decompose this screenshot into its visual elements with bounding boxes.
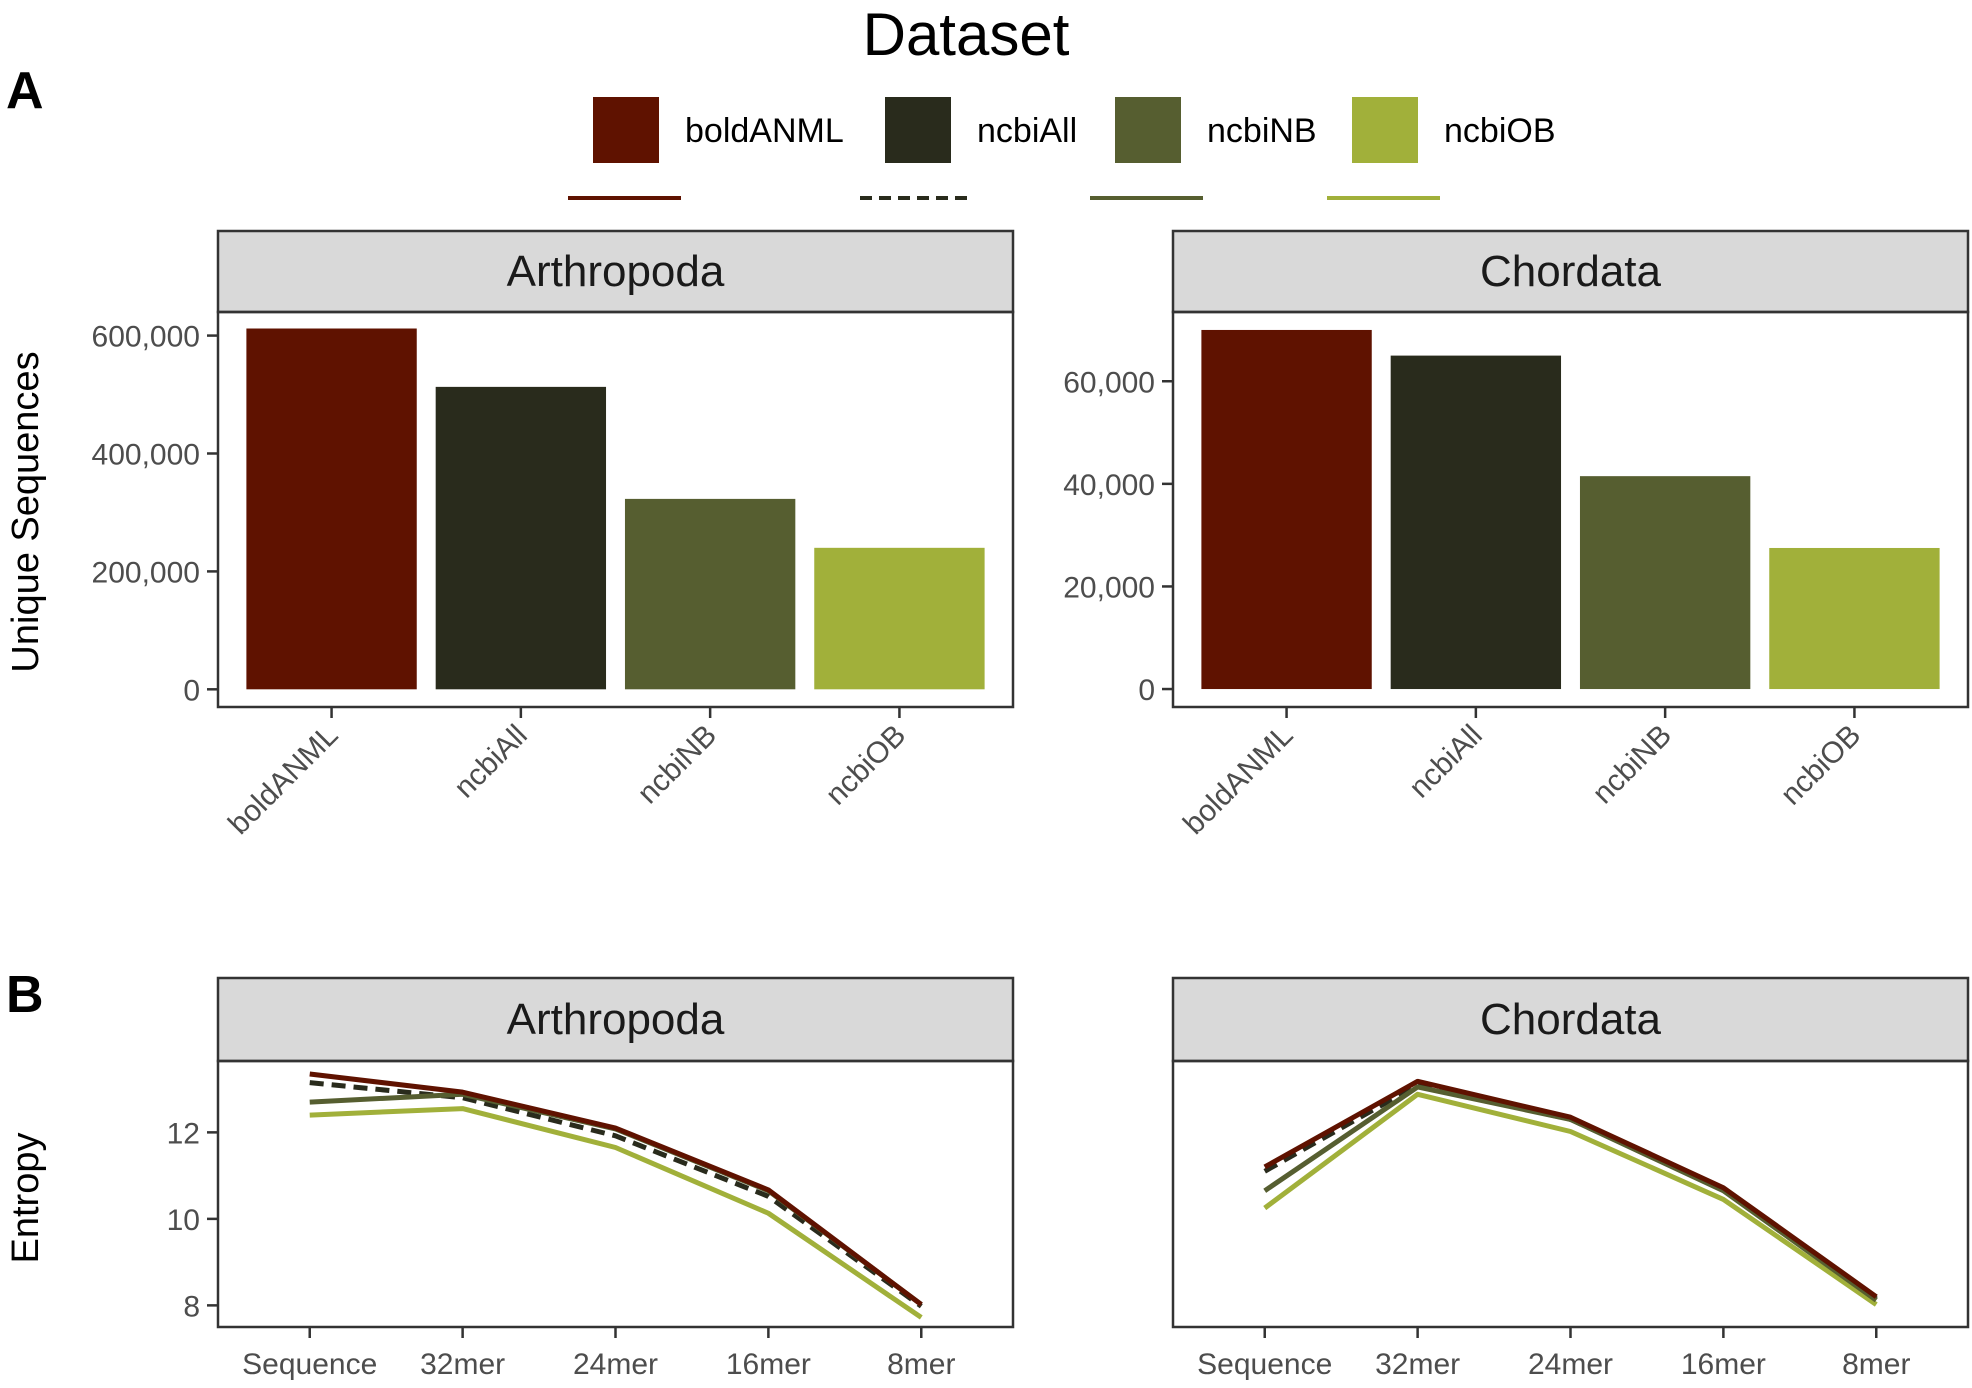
panel-border (216, 310, 1015, 709)
line-facet-chordata: Chordata Sequence 32mer 24mer 16mer 8mer (1171, 976, 1970, 1381)
series-line-ncbiOB (309, 1106, 923, 1320)
x-tick-label: 32mer (1375, 1348, 1460, 1381)
y-tick-label: 8 (183, 1290, 200, 1323)
strip-background (1171, 229, 1970, 314)
series-line-ncbiAll (309, 1080, 923, 1309)
x-tick-label: 16mer (726, 1348, 811, 1381)
bar-ncbiAll (435, 386, 607, 690)
x-tick-label: ncbiAll (1403, 719, 1489, 805)
x-tick-label: 24mer (1528, 1348, 1613, 1381)
strip-background (216, 229, 1015, 314)
legend-swatch (1115, 97, 1181, 163)
bar-boldANML (246, 328, 417, 690)
legend-label: ncbiAll (977, 112, 1077, 150)
y-tick-label: 12 (167, 1117, 200, 1150)
x-tick-label: 24mer (573, 1348, 658, 1381)
y-tick-label: 0 (183, 674, 200, 707)
legend: Dataset boldANML ncbiAll ncbiNB ncbiOB (568, 1, 1556, 200)
strip-label: Arthropoda (507, 247, 725, 296)
x-tick-label: 16mer (1681, 1348, 1766, 1381)
x-tick-label: 8mer (1842, 1348, 1910, 1381)
panel-border (1171, 310, 1970, 709)
series-line-boldANML (309, 1071, 923, 1307)
legend-label: ncbiNB (1207, 112, 1317, 150)
panel-tag-a: A (6, 62, 44, 120)
bar-ncbiNB (1579, 476, 1751, 690)
strip-label: Arthropoda (507, 995, 725, 1044)
y-tick-label: 0 (1138, 674, 1155, 707)
x-tick-label: boldANML (222, 719, 344, 841)
y-tick-label: 400,000 (92, 438, 200, 471)
legend-title: Dataset (863, 1, 1070, 68)
y-tick-label: 600,000 (92, 321, 200, 354)
bar-ncbiOB (1769, 547, 1940, 690)
bar-ncbiNB (624, 498, 796, 690)
legend-swatch (1352, 97, 1418, 163)
x-tick-label: ncbiNB (1586, 719, 1678, 811)
y-tick-label: 10 (167, 1204, 200, 1237)
series-line-ncbiOB (1263, 1091, 1878, 1307)
strip-label: Chordata (1480, 995, 1662, 1044)
x-tick-label: ncbiOB (819, 719, 912, 812)
y-tick-label: 60,000 (1063, 366, 1155, 399)
x-tick-label: Sequence (1197, 1348, 1332, 1381)
x-tick-label: 32mer (420, 1348, 505, 1381)
bar-facet-arthropoda: Arthropoda boldANML ncbiAll ncbiNB ncbiOB 0 2… (92, 229, 1015, 841)
line-facet-arthropoda: Arthropoda Sequence 32mer 24mer 16mer 8mer 8 1… (167, 976, 1015, 1381)
bar-boldANML (1201, 329, 1372, 690)
legend-swatch (593, 97, 659, 163)
strip-background (216, 976, 1015, 1063)
x-tick-label: ncbiNB (631, 719, 723, 811)
y-axis-title-a: Unique Sequences (5, 351, 47, 672)
legend-label: boldANML (685, 112, 844, 150)
bar-ncbiOB (814, 547, 985, 690)
panel-border (216, 1059, 1015, 1329)
legend-label: ncbiOB (1444, 112, 1556, 150)
bar-facet-chordata: Chordata boldANML ncbiAll ncbiNB ncbiOB 0 20,… (1063, 229, 1970, 841)
x-tick-label: 8mer (887, 1348, 955, 1381)
bar-ncbiAll (1390, 355, 1562, 690)
x-tick-label: boldANML (1177, 719, 1299, 841)
x-tick-label: ncbiAll (448, 719, 534, 805)
panel-tag-b: B (6, 966, 44, 1024)
y-tick-label: 40,000 (1063, 469, 1155, 502)
x-tick-label: ncbiOB (1774, 719, 1867, 812)
series-line-boldANML (1263, 1078, 1878, 1299)
y-axis-title-b: Entropy (5, 1133, 47, 1264)
panel-border (1171, 1059, 1970, 1329)
strip-label: Chordata (1480, 247, 1662, 296)
legend-swatch (885, 97, 951, 163)
strip-background (1171, 976, 1970, 1063)
y-tick-label: 200,000 (92, 556, 200, 589)
x-tick-label: Sequence (242, 1348, 377, 1381)
y-tick-label: 20,000 (1063, 571, 1155, 604)
